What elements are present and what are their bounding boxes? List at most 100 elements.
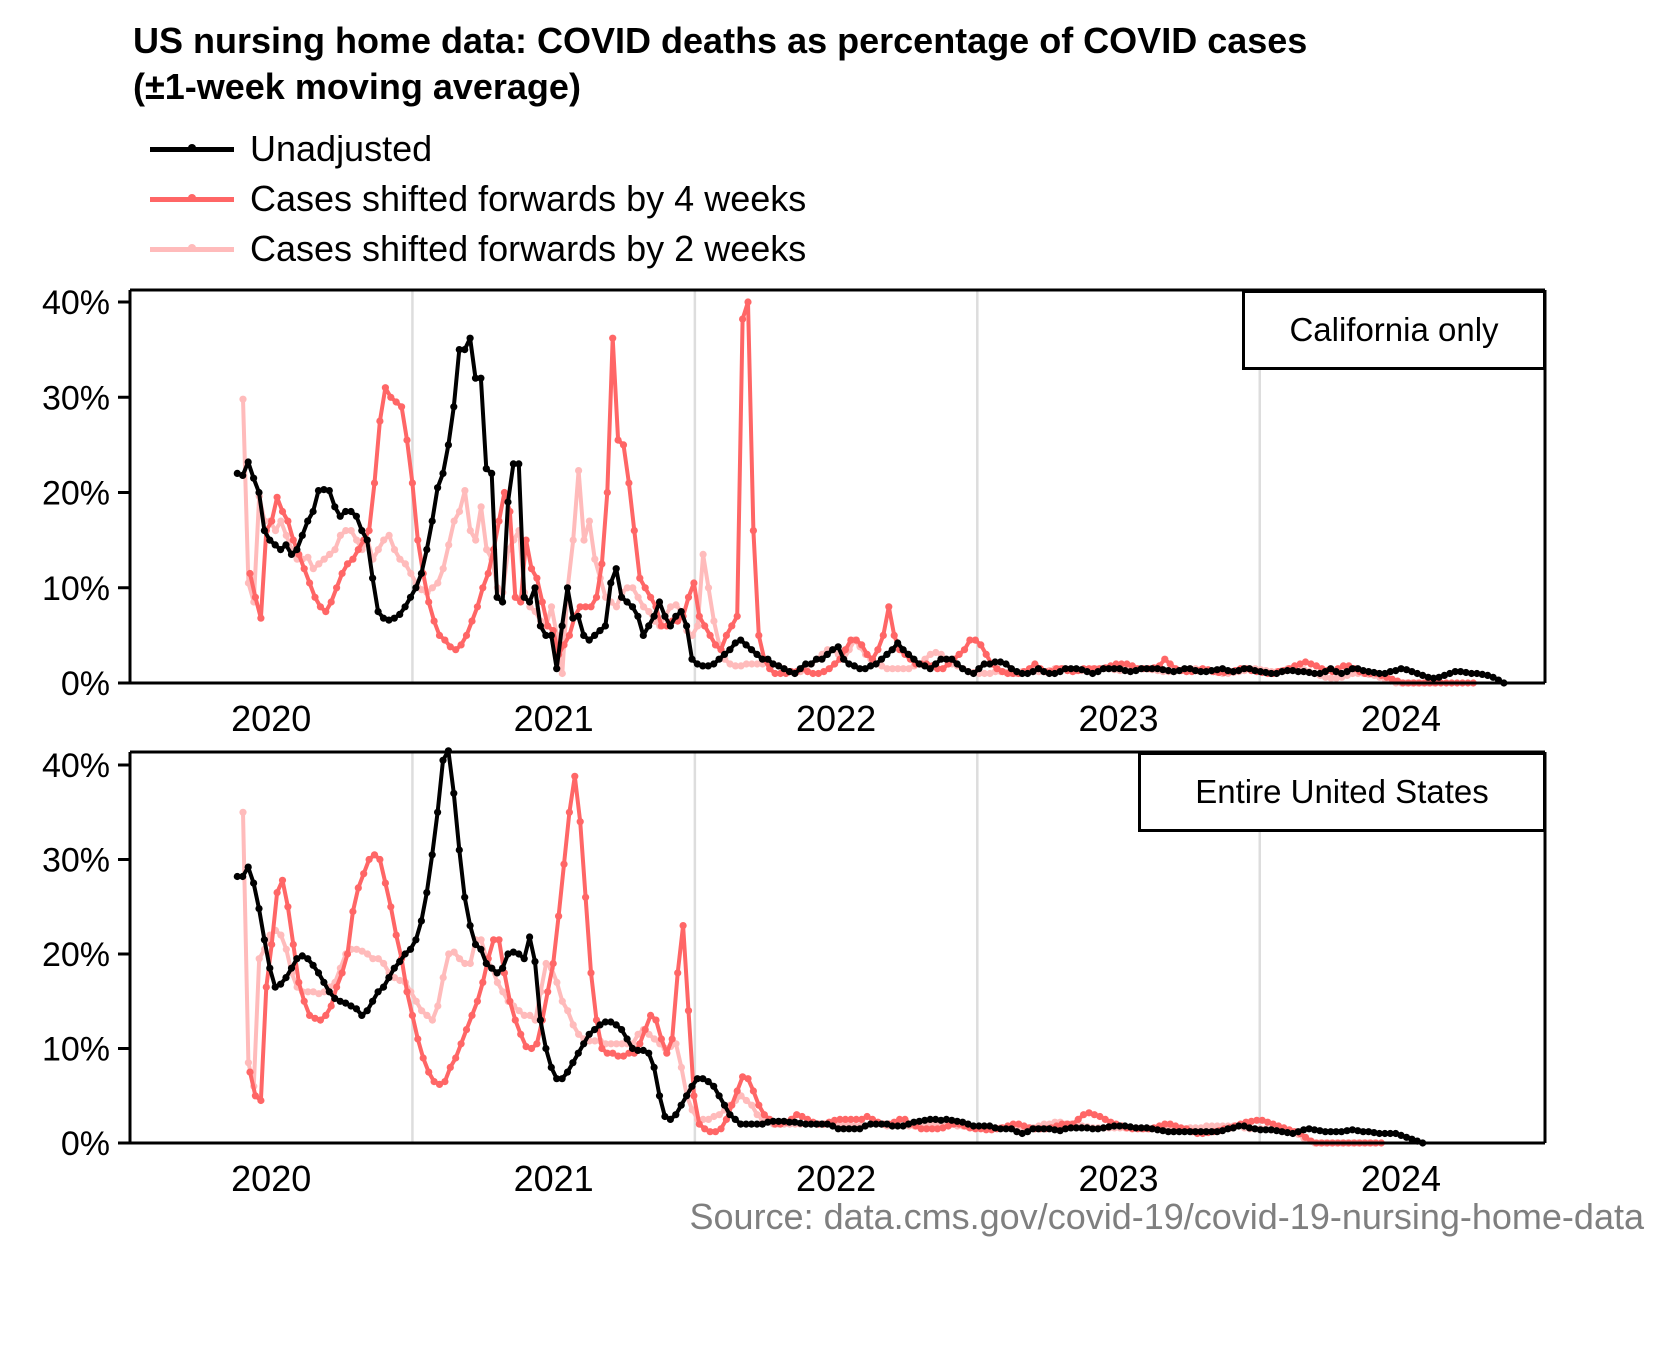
data-point [742, 1120, 750, 1128]
data-point [1061, 665, 1070, 673]
data-point [1202, 1128, 1210, 1136]
data-point [244, 863, 252, 871]
data-point [239, 808, 247, 816]
data-point [526, 1011, 534, 1020]
data-point [841, 646, 850, 654]
data-point [639, 1046, 647, 1054]
data-point [569, 1021, 577, 1029]
data-point [1392, 1129, 1400, 1138]
data-point [538, 598, 546, 606]
data-point [661, 612, 669, 620]
data-point [775, 1117, 783, 1125]
data-point [701, 622, 709, 630]
data-point [322, 1011, 330, 1020]
data-point [1440, 671, 1448, 680]
data-point [619, 441, 628, 449]
data-point [888, 646, 896, 654]
data-point [758, 655, 767, 663]
data-point [975, 1122, 983, 1130]
data-point [560, 641, 568, 649]
data-point [1208, 1128, 1216, 1136]
data-point [630, 527, 638, 535]
data-point [396, 958, 404, 966]
data-point [412, 997, 420, 1005]
data-point [352, 1005, 360, 1013]
data-point [239, 872, 247, 881]
data-point [477, 374, 485, 382]
data-point [558, 997, 566, 1005]
data-point [271, 527, 280, 535]
data-point [376, 417, 384, 425]
data-point [482, 959, 490, 968]
data-point [1392, 667, 1400, 675]
data-point [1408, 1135, 1416, 1143]
data-point [585, 1030, 593, 1038]
data-point [1159, 1127, 1167, 1135]
data-point [939, 665, 947, 673]
data-point [769, 1117, 777, 1125]
data-point [883, 650, 891, 659]
data-point [414, 1035, 422, 1043]
data-point [883, 1120, 891, 1128]
data-point [244, 458, 252, 466]
data-point [509, 948, 517, 956]
data-point [1015, 1120, 1023, 1128]
legend-marker [188, 144, 196, 152]
data-point [417, 917, 425, 925]
data-point [612, 1040, 621, 1048]
data-point [268, 940, 276, 949]
data-point [1489, 673, 1497, 681]
data-point [511, 593, 519, 601]
data-point [944, 1122, 952, 1130]
data-point [423, 889, 431, 897]
data-point [533, 574, 541, 582]
data-point [820, 668, 828, 676]
data-point [298, 952, 306, 960]
x-tick-label: 2021 [514, 1158, 594, 1199]
data-point [1056, 1127, 1064, 1135]
data-point [446, 643, 454, 651]
y-tick-label: 40% [42, 747, 110, 785]
data-point [747, 1120, 756, 1128]
data-point [607, 579, 615, 587]
data-point [423, 1011, 431, 1020]
data-point [349, 555, 357, 563]
data-point [471, 940, 480, 949]
data-point [482, 465, 490, 473]
data-point [628, 1044, 637, 1053]
data-point [1348, 1126, 1356, 1134]
data-point [677, 1063, 686, 1071]
data-point [419, 1054, 427, 1062]
data-point [1099, 665, 1107, 673]
data-point [693, 660, 702, 668]
data-point [1208, 667, 1216, 675]
data-point [1132, 1124, 1140, 1132]
data-point [434, 484, 442, 492]
data-point [239, 471, 247, 479]
data-point [381, 879, 389, 887]
data-point [582, 893, 590, 901]
data-point [515, 950, 523, 958]
data-point [575, 467, 583, 475]
data-point [1310, 669, 1319, 678]
data-point [742, 1096, 751, 1105]
data-point [499, 988, 507, 996]
data-point [710, 660, 718, 668]
data-point [894, 639, 902, 647]
data-point [277, 517, 285, 525]
data-point [1148, 665, 1156, 673]
data-point [558, 622, 566, 630]
data-point [1229, 1124, 1237, 1132]
data-point [336, 531, 344, 540]
data-point [928, 1125, 936, 1133]
data-point [564, 1007, 572, 1015]
data-point [406, 593, 415, 601]
data-point [563, 584, 572, 592]
data-point [885, 603, 893, 611]
data-point [390, 614, 398, 622]
data-point [1020, 1122, 1028, 1130]
data-point [322, 608, 330, 616]
data-point [1045, 1125, 1053, 1133]
data-point [1166, 660, 1174, 668]
data-point [434, 1002, 442, 1010]
